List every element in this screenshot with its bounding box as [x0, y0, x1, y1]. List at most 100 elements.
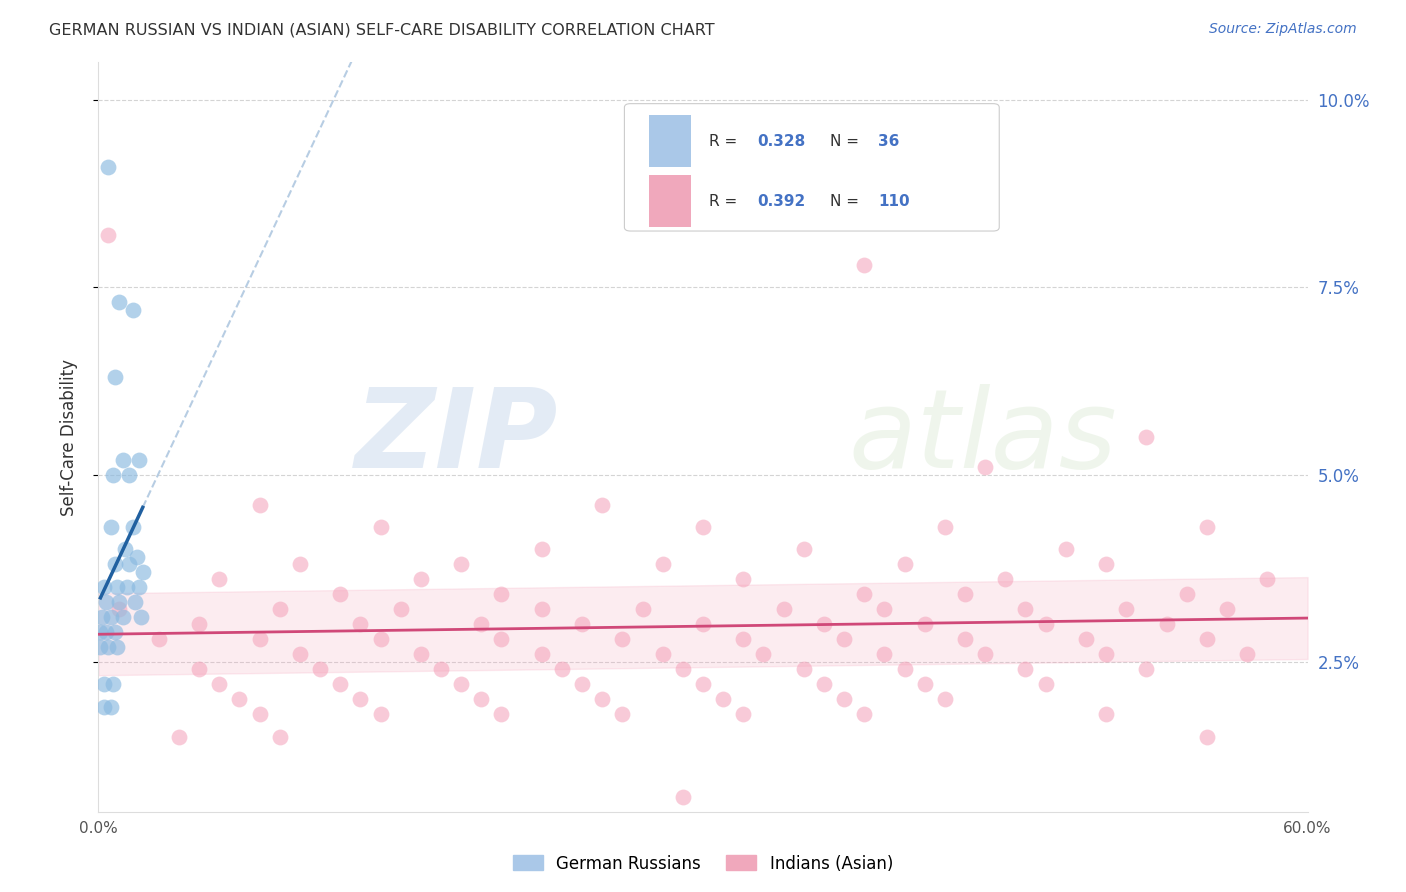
Point [430, 662, 453, 676]
Point [329, 587, 352, 601]
Point [470, 692, 492, 706]
Point [107, 295, 129, 310]
Point [1175, 587, 1198, 601]
Point [672, 662, 695, 676]
Point [1095, 648, 1118, 662]
Point [349, 617, 371, 632]
Point [711, 692, 734, 706]
Point [813, 677, 835, 691]
Point [934, 692, 956, 706]
Point [953, 587, 976, 601]
Point [1035, 677, 1057, 691]
Point [530, 602, 553, 616]
Point [1074, 632, 1097, 647]
Point [208, 677, 231, 691]
Point [853, 587, 876, 601]
Point [793, 662, 815, 676]
Point [269, 730, 291, 744]
Point [370, 632, 392, 647]
Point [96, 624, 118, 639]
Point [491, 707, 513, 722]
Point [491, 632, 513, 647]
Point [974, 460, 997, 475]
Point [103, 624, 125, 639]
Text: GERMAN RUSSIAN VS INDIAN (ASIAN) SELF-CARE DISABILITY CORRELATION CHART: GERMAN RUSSIAN VS INDIAN (ASIAN) SELF-CA… [49, 22, 714, 37]
Point [692, 677, 714, 691]
Point [93, 677, 115, 691]
Point [793, 542, 815, 557]
Point [1195, 632, 1218, 647]
Text: R =: R = [709, 194, 742, 209]
Text: N =: N = [830, 134, 863, 149]
Point [114, 542, 136, 557]
Point [591, 692, 613, 706]
Point [101, 467, 124, 482]
Point [129, 610, 152, 624]
Point [103, 558, 125, 572]
Point [101, 677, 124, 691]
Point [470, 617, 492, 632]
Point [994, 573, 1017, 587]
Point [530, 648, 553, 662]
Point [349, 692, 371, 706]
Point [100, 520, 122, 534]
Point [752, 648, 775, 662]
Point [832, 632, 855, 647]
Point [551, 662, 574, 676]
Point [96, 595, 118, 609]
Bar [648, 115, 690, 168]
Point [370, 520, 392, 534]
Point [370, 707, 392, 722]
Point [491, 587, 513, 601]
Point [409, 648, 432, 662]
Text: 0.328: 0.328 [758, 134, 806, 149]
Point [873, 648, 896, 662]
Point [97, 640, 120, 654]
Point [124, 595, 146, 609]
Point [93, 580, 115, 594]
Point [329, 677, 352, 691]
Point [128, 452, 150, 467]
Point [148, 632, 170, 647]
Point [167, 730, 190, 744]
Point [672, 789, 695, 804]
Point [125, 549, 148, 564]
Point [103, 370, 125, 384]
Point [97, 161, 120, 175]
Point [93, 699, 115, 714]
Point [1095, 707, 1118, 722]
Point [1095, 558, 1118, 572]
Text: N =: N = [830, 194, 863, 209]
Point [853, 707, 876, 722]
Point [111, 610, 134, 624]
Point [269, 602, 291, 616]
Point [1135, 662, 1157, 676]
Point [733, 707, 755, 722]
Point [105, 580, 128, 594]
Point [612, 707, 634, 722]
Point [692, 520, 714, 534]
Point [128, 580, 150, 594]
Text: R =: R = [709, 134, 742, 149]
Point [97, 227, 120, 242]
Point [571, 617, 593, 632]
Point [1236, 648, 1258, 662]
Point [188, 662, 211, 676]
Point [389, 602, 412, 616]
Point [450, 677, 472, 691]
Point [571, 677, 593, 691]
Point [1156, 617, 1178, 632]
Point [591, 498, 613, 512]
Point [107, 595, 129, 609]
Point [733, 573, 755, 587]
Point [651, 648, 673, 662]
Point [934, 520, 956, 534]
Text: 36: 36 [879, 134, 900, 149]
Point [91, 610, 114, 624]
Point [249, 498, 271, 512]
Text: Source: ZipAtlas.com: Source: ZipAtlas.com [1209, 22, 1357, 37]
Point [893, 662, 915, 676]
Point [832, 692, 855, 706]
Point [530, 542, 553, 557]
Point [651, 558, 673, 572]
